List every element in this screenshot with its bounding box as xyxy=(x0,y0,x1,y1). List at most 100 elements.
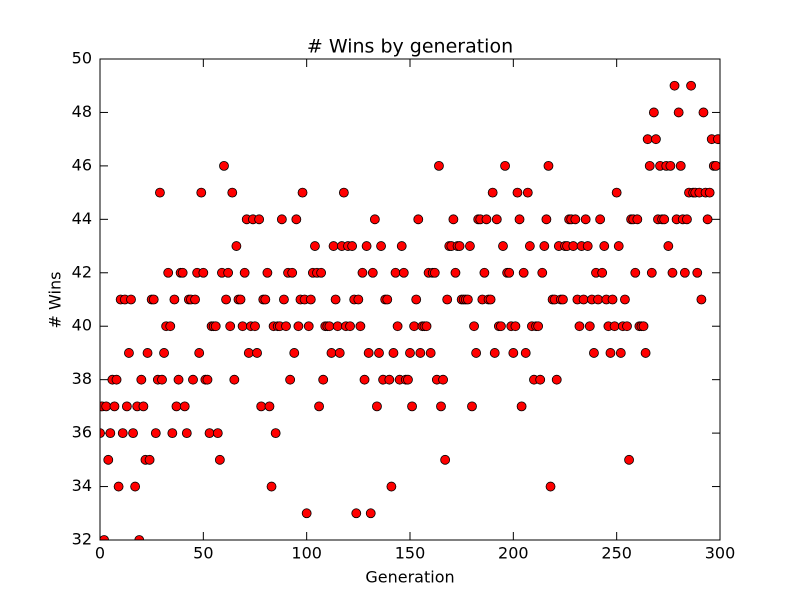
point xyxy=(467,401,477,412)
point xyxy=(398,267,409,278)
point xyxy=(202,374,213,385)
point xyxy=(405,348,415,358)
point xyxy=(316,267,327,278)
point xyxy=(347,241,358,251)
point xyxy=(105,428,116,439)
point xyxy=(624,454,634,465)
point xyxy=(570,214,581,225)
point xyxy=(167,428,178,439)
point xyxy=(599,241,610,251)
point xyxy=(155,187,165,198)
point xyxy=(117,428,128,439)
point xyxy=(113,481,124,492)
point xyxy=(516,401,527,412)
point xyxy=(698,107,709,118)
point xyxy=(382,294,393,305)
point xyxy=(100,535,110,540)
point xyxy=(163,267,174,278)
point xyxy=(326,348,337,358)
point xyxy=(682,214,692,225)
point xyxy=(357,267,368,278)
point xyxy=(227,187,238,198)
point xyxy=(595,214,606,225)
point xyxy=(289,348,300,358)
point xyxy=(365,508,376,519)
point xyxy=(287,267,298,278)
point xyxy=(665,160,676,171)
point xyxy=(219,160,229,171)
point xyxy=(651,134,661,145)
point xyxy=(159,348,169,358)
point xyxy=(713,134,720,145)
point xyxy=(361,241,372,251)
point xyxy=(243,348,254,358)
y-tick-label: 48 xyxy=(72,102,92,121)
point xyxy=(376,241,386,251)
point xyxy=(388,348,399,358)
point xyxy=(496,321,506,332)
point xyxy=(345,321,355,332)
point xyxy=(194,348,205,358)
point xyxy=(696,294,707,305)
point xyxy=(318,374,329,385)
x-tick-label: 300 xyxy=(705,544,736,563)
point xyxy=(101,401,112,412)
point xyxy=(128,428,138,439)
point xyxy=(126,294,136,305)
point xyxy=(440,454,451,465)
point xyxy=(568,241,579,251)
point xyxy=(198,267,209,278)
point xyxy=(578,294,589,305)
point xyxy=(266,481,277,492)
x-axis-label: Generation xyxy=(365,568,454,587)
point xyxy=(305,294,316,305)
point xyxy=(223,267,234,278)
point xyxy=(500,160,510,171)
point xyxy=(324,321,335,332)
point xyxy=(171,401,182,412)
x-tick-label: 100 xyxy=(291,544,322,563)
y-tick-label: 42 xyxy=(72,262,92,281)
point xyxy=(436,401,446,412)
point xyxy=(667,267,678,278)
y-tick-label: 36 xyxy=(72,423,92,442)
point xyxy=(632,214,643,225)
point xyxy=(363,348,374,358)
y-axis-label: # Wins xyxy=(46,272,65,329)
point xyxy=(204,428,215,439)
point xyxy=(489,348,500,358)
point xyxy=(646,267,657,278)
point xyxy=(103,454,114,465)
point xyxy=(704,187,715,198)
point xyxy=(150,428,161,439)
point xyxy=(111,374,122,385)
point xyxy=(450,267,461,278)
point xyxy=(330,294,341,305)
point xyxy=(293,321,304,332)
point xyxy=(109,401,120,412)
point xyxy=(630,267,641,278)
point xyxy=(669,80,680,91)
point xyxy=(386,481,397,492)
point xyxy=(609,321,620,332)
point xyxy=(130,481,141,492)
point xyxy=(539,241,550,251)
point xyxy=(181,428,192,439)
point xyxy=(498,241,508,251)
point xyxy=(558,294,568,305)
point xyxy=(541,214,552,225)
point xyxy=(510,321,521,332)
point xyxy=(148,294,159,305)
chart-title: # Wins by generation xyxy=(307,36,513,58)
point xyxy=(142,348,153,358)
point xyxy=(644,160,655,171)
point xyxy=(260,294,271,305)
point xyxy=(702,214,713,225)
point xyxy=(310,241,320,251)
point xyxy=(659,214,670,225)
y-tick-label: 46 xyxy=(72,155,92,174)
point xyxy=(138,401,149,412)
point xyxy=(425,348,436,358)
y-tick-label: 32 xyxy=(72,530,92,549)
point xyxy=(214,454,225,465)
